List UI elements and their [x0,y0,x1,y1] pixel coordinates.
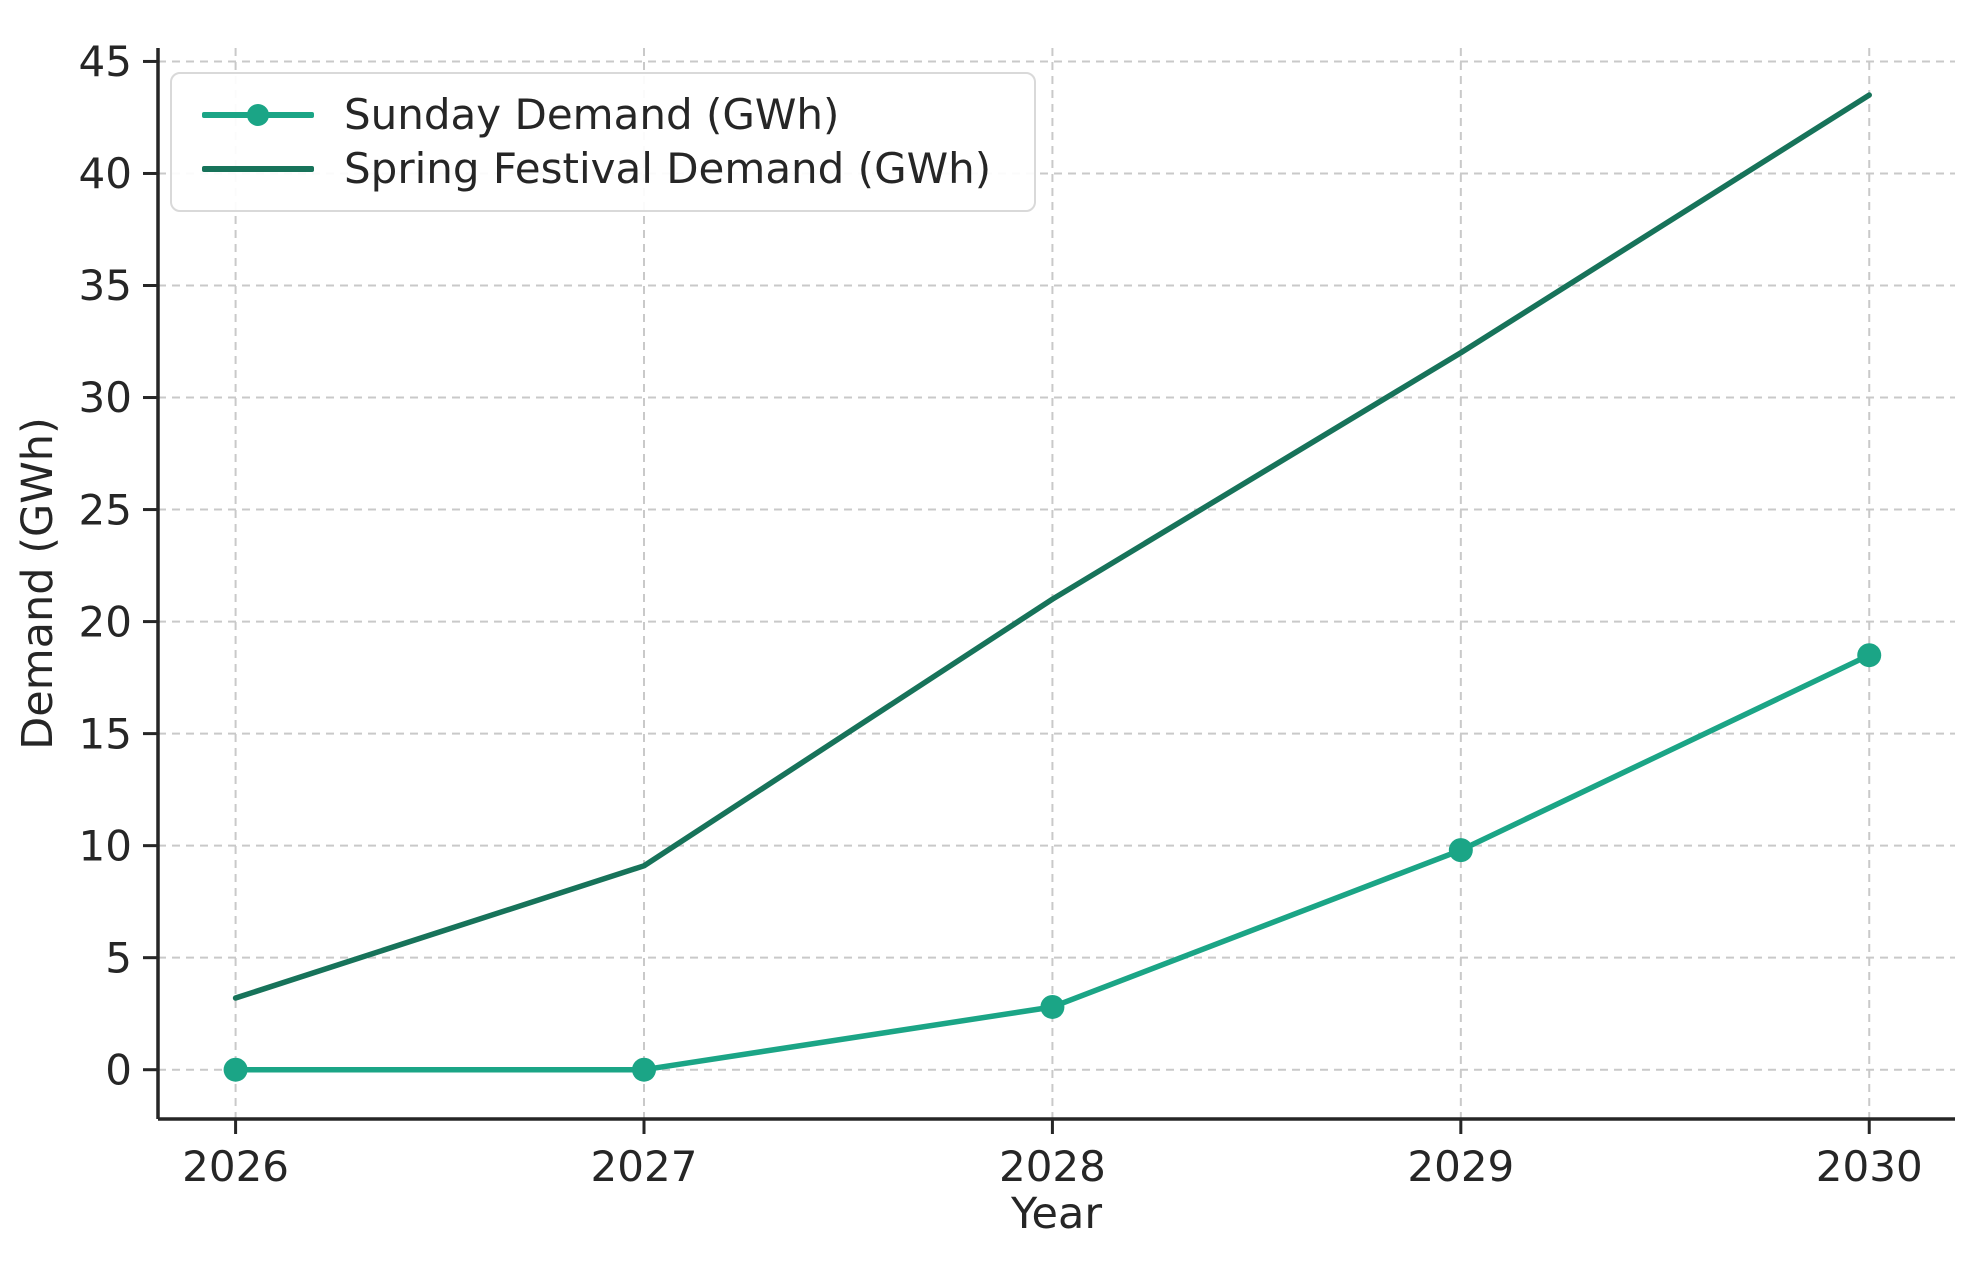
data-point-marker [1857,643,1882,668]
legend: Sunday Demand (GWh) Spring Festival Dema… [170,72,1036,212]
x-tick-label: 2028 [999,1142,1106,1191]
x-tick-label: 2026 [182,1142,289,1191]
y-tick-label: 10 [79,821,132,870]
legend-label-spring-festival: Spring Festival Demand (GWh) [344,144,992,193]
legend-label-sunday: Sunday Demand (GWh) [344,90,840,139]
y-tick-label: 20 [79,597,132,646]
series-line-1 [232,92,1872,1001]
y-tick-label: 0 [105,1045,132,1094]
legend-marker-dot [247,104,269,126]
y-tick-label: 5 [105,933,132,982]
legend-line-sample-sunday [202,104,314,126]
data-point-marker [632,1057,657,1082]
y-tick-label: 15 [79,709,132,758]
legend-line-sample-spring-festival [202,166,314,172]
data-point-marker [223,1057,248,1082]
legend-item-spring-festival-demand: Spring Festival Demand (GWh) [202,142,1014,196]
y-tick-label: 25 [79,485,132,534]
data-point-marker [1448,838,1473,863]
y-tick-label: 45 [79,37,132,86]
x-axis-label: Year [1010,1189,1102,1239]
y-tick-label: 35 [79,261,132,310]
y-tick-label: 30 [79,373,132,422]
y-tick-label: 40 [79,149,132,198]
y-axis-label: Demand (GWh) [13,417,63,750]
x-tick-label: 2027 [591,1142,698,1191]
x-tick-label: 2029 [1407,1142,1514,1191]
legend-item-sunday-demand: Sunday Demand (GWh) [202,88,1014,142]
x-tick-label: 2030 [1816,1142,1923,1191]
data-point-marker [1040,994,1065,1019]
